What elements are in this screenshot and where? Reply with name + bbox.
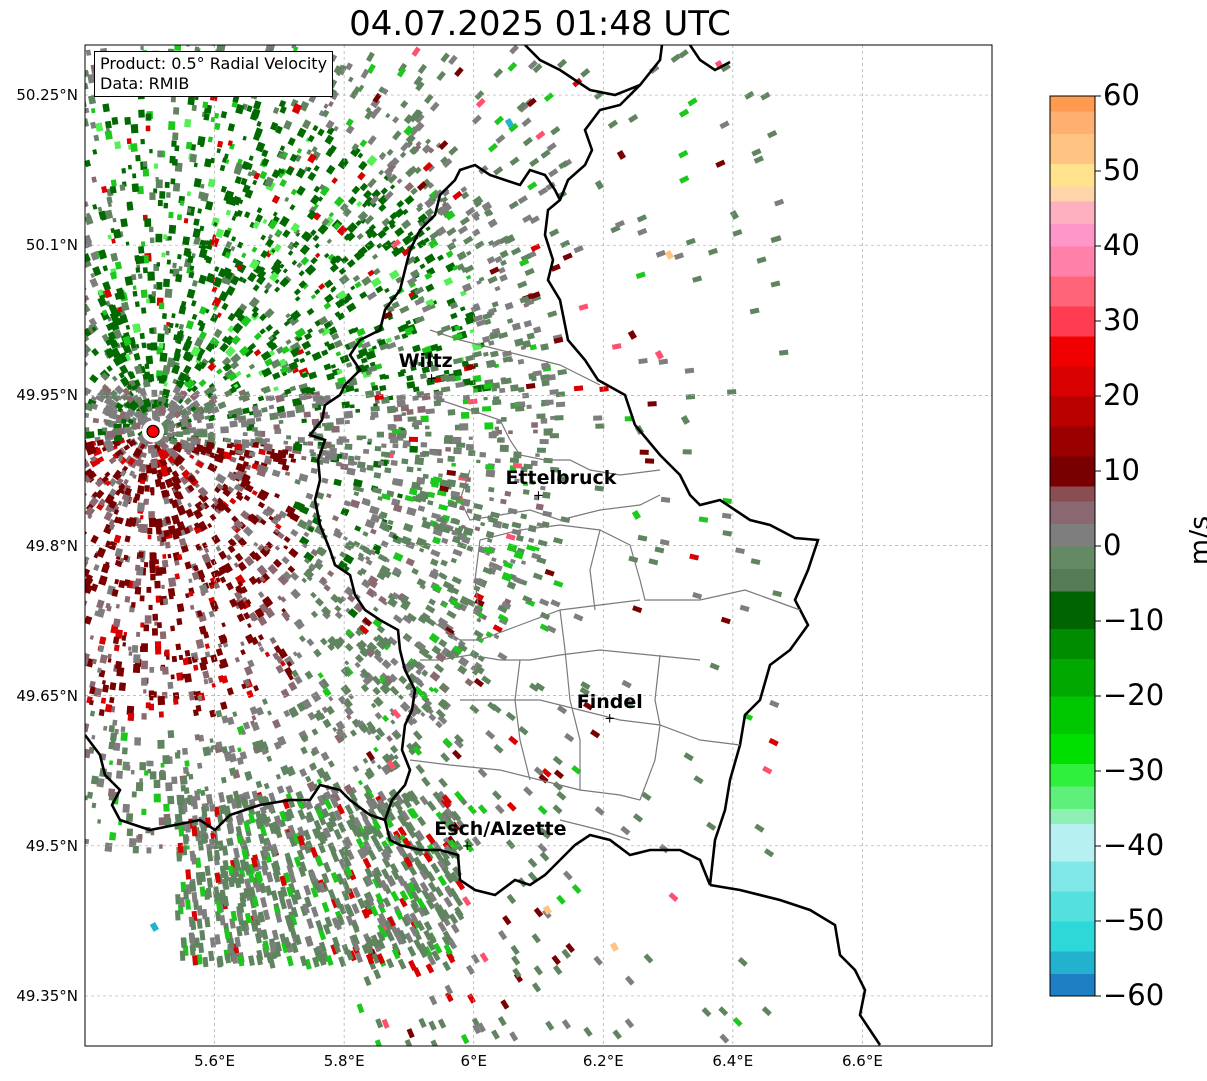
colorbar-band bbox=[1050, 223, 1095, 247]
lat-tick-label: 49.5°N bbox=[25, 836, 78, 855]
city-markers: + + + + bbox=[426, 371, 615, 853]
city-marker: + bbox=[462, 839, 473, 854]
lon-tick-label: 5.8°E bbox=[323, 1052, 365, 1070]
map-frame bbox=[84, 44, 993, 1047]
colorbar-band bbox=[1050, 336, 1095, 367]
colorbar-band bbox=[1050, 396, 1095, 427]
colorbar-band bbox=[1050, 426, 1095, 457]
colorbar-tick-label: 30 bbox=[1103, 303, 1140, 337]
city-label: Wiltz bbox=[398, 350, 453, 373]
lon-tick-label: 6.6°E bbox=[842, 1052, 883, 1070]
colorbar-band bbox=[1050, 696, 1095, 734]
colorbar-tick-label: 10 bbox=[1103, 453, 1140, 487]
colorbar-band bbox=[1050, 763, 1095, 787]
colorbar-band bbox=[1050, 523, 1095, 547]
colorbar bbox=[1049, 95, 1101, 997]
city-label: Findel bbox=[576, 690, 643, 713]
borders bbox=[85, 45, 882, 1046]
colorbar-tick-label: −40 bbox=[1103, 828, 1165, 862]
radar-site-marker bbox=[146, 424, 160, 438]
colorbar-band bbox=[1050, 201, 1095, 224]
city-label: Esch/Alzette bbox=[434, 817, 567, 840]
north-border bbox=[688, 45, 731, 72]
colorbar-band bbox=[1050, 733, 1095, 764]
lon-tick-label: 5.6°E bbox=[194, 1052, 235, 1070]
colorbar-tick-label: −30 bbox=[1103, 753, 1165, 787]
city-marker: + bbox=[533, 488, 544, 503]
canton-borders bbox=[409, 329, 801, 841]
colorbar-band bbox=[1050, 276, 1095, 307]
colorbar-band bbox=[1050, 163, 1095, 187]
colorbar-band bbox=[1050, 486, 1095, 502]
colorbar-band bbox=[1050, 861, 1095, 892]
luxembourg-border bbox=[307, 45, 820, 897]
colorbar-band bbox=[1050, 591, 1095, 629]
colorbar-band bbox=[1050, 973, 1095, 997]
colorbar-band bbox=[1050, 501, 1095, 524]
lat-tick-label: 50.1°N bbox=[25, 236, 78, 255]
colorbar-band bbox=[1050, 96, 1095, 112]
colorbar-band bbox=[1050, 133, 1095, 164]
colorbar-tick-label: −50 bbox=[1103, 903, 1165, 937]
colorbar-band bbox=[1050, 658, 1095, 697]
colorbar-tick-label: 20 bbox=[1103, 378, 1140, 412]
colorbar-tick-label: −10 bbox=[1103, 603, 1165, 637]
colorbar-tick-label: 0 bbox=[1103, 528, 1122, 562]
colorbar-tick-label: −20 bbox=[1103, 678, 1165, 712]
colorbar-band bbox=[1050, 823, 1095, 862]
colorbar-band bbox=[1050, 546, 1095, 569]
colorbar-band bbox=[1050, 891, 1095, 922]
colorbar-tick-label: 50 bbox=[1103, 153, 1140, 187]
colorbar-band bbox=[1050, 306, 1095, 337]
colorbar-band bbox=[1050, 808, 1095, 824]
germany-france-border bbox=[709, 883, 882, 1046]
colorbar-band bbox=[1050, 456, 1095, 487]
city-marker: + bbox=[426, 371, 437, 386]
colorbar-band bbox=[1050, 951, 1095, 974]
lon-tick-label: 6.2°E bbox=[582, 1052, 624, 1070]
colorbar-band bbox=[1050, 366, 1095, 397]
colorbar-band bbox=[1050, 246, 1095, 277]
colorbar-tick-label: −60 bbox=[1103, 978, 1165, 1012]
colorbar-band bbox=[1050, 111, 1095, 134]
lon-tick-label: 6.4°E bbox=[712, 1052, 754, 1070]
colorbar-band bbox=[1050, 568, 1095, 592]
city-label: Ettelbruck bbox=[505, 467, 617, 490]
lat-tick-label: 50.25°N bbox=[16, 86, 78, 105]
product-label: Product: 0.5° Radial Velocity bbox=[100, 54, 328, 73]
colorbar-band bbox=[1050, 786, 1095, 809]
colorbar-unit-label: m/s bbox=[1184, 515, 1207, 566]
colorbar-band bbox=[1050, 921, 1095, 952]
data-source-label: Data: RMIB bbox=[100, 74, 190, 93]
city-marker: + bbox=[604, 712, 615, 727]
lon-tick-label: 6°E bbox=[460, 1052, 487, 1070]
product-info-box: Product: 0.5° Radial Velocity Data: RMIB bbox=[94, 51, 334, 97]
map-title: 04.07.2025 01:48 UTC bbox=[349, 4, 731, 44]
lat-tick-label: 49.8°N bbox=[25, 536, 78, 555]
lat-tick-label: 49.65°N bbox=[16, 686, 78, 705]
belgium-france-border bbox=[85, 734, 386, 832]
lat-tick-label: 49.95°N bbox=[16, 386, 78, 405]
radar-velocity-layer bbox=[85, 45, 789, 1046]
colorbar-tick-label: 60 bbox=[1103, 78, 1140, 112]
colorbar-band bbox=[1050, 186, 1095, 202]
colorbar-tick-label: 40 bbox=[1103, 228, 1140, 262]
lat-tick-label: 49.35°N bbox=[16, 986, 78, 1005]
colorbar-band bbox=[1050, 628, 1095, 659]
